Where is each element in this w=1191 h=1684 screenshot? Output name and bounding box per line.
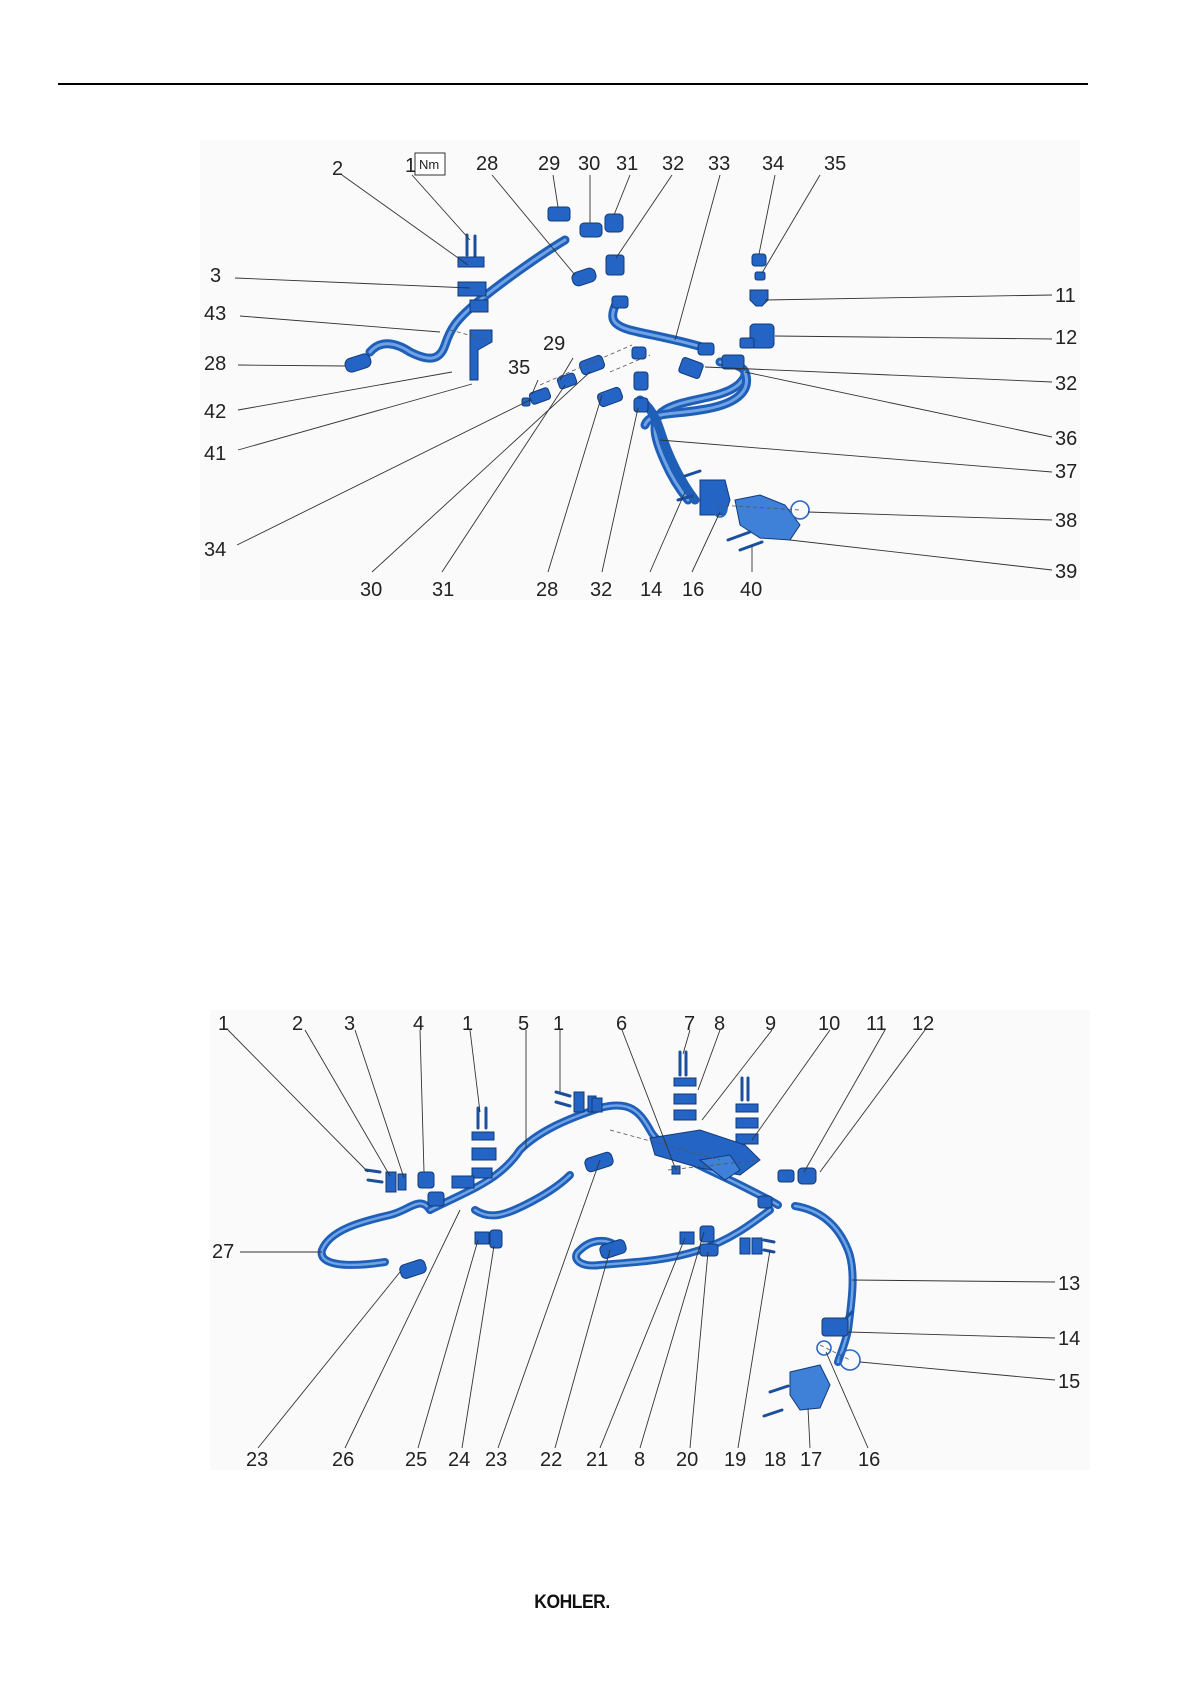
callout-35: 35: [824, 153, 846, 175]
callout-32: 32: [662, 153, 684, 175]
leaders-top: [234, 174, 1053, 573]
callout-16: 16: [858, 1449, 880, 1471]
pipe-assembly-bottom: [317, 1101, 857, 1366]
callout-17: 17: [800, 1449, 822, 1471]
callout-23: 23: [485, 1449, 507, 1471]
callout-8: 8: [634, 1449, 645, 1471]
callout-28: 28: [204, 353, 226, 375]
kohler-logo: KOHLER.: [534, 1592, 610, 1613]
callout-27: 27: [212, 1241, 234, 1263]
diagram-top: Nm: [200, 140, 1080, 601]
callout-40: 40: [740, 579, 762, 601]
callout-11: 11: [866, 1013, 887, 1035]
callout-2: 2: [292, 1013, 303, 1035]
leaders-bottom: [227, 1029, 1056, 1449]
callout-23: 23: [246, 1449, 268, 1471]
callout-12: 12: [912, 1013, 934, 1035]
callouts-top: 2 1 28 29 30 31 32 33 34 35 3 43 28 42 4…: [204, 153, 1077, 601]
callout-5: 5: [518, 1013, 529, 1035]
callout-25: 25: [405, 1449, 427, 1471]
callout-39: 39: [1055, 561, 1077, 583]
header-rule: [58, 83, 1088, 85]
callout-1: 1: [405, 155, 416, 177]
callout-18: 18: [764, 1449, 786, 1471]
callout-30: 30: [360, 579, 382, 601]
callout-20: 20: [676, 1449, 698, 1471]
callout-11: 11: [1055, 285, 1076, 307]
callout-1: 1: [218, 1013, 229, 1035]
callout-37: 37: [1055, 461, 1077, 483]
callout-29: 29: [543, 333, 565, 355]
callout-22: 22: [540, 1449, 562, 1471]
components-bottom: [364, 1050, 861, 1418]
callout-10: 10: [818, 1013, 840, 1035]
callout-1: 1: [462, 1013, 473, 1035]
callout-13: 13: [1058, 1273, 1080, 1295]
callout-28: 28: [476, 153, 498, 175]
callout-2: 2: [332, 158, 343, 180]
callout-19: 19: [724, 1449, 746, 1471]
callout-21: 21: [586, 1449, 608, 1471]
callout-42: 42: [204, 401, 226, 423]
components-top: [344, 206, 810, 552]
callout-14: 14: [1058, 1328, 1080, 1350]
callout-35: 35: [508, 357, 530, 379]
callout-16: 16: [682, 579, 704, 601]
callout-31: 31: [616, 153, 638, 175]
callout-7: 7: [684, 1013, 695, 1035]
callout-15: 15: [1058, 1371, 1080, 1393]
callout-38: 38: [1055, 510, 1077, 532]
callout-14: 14: [640, 579, 662, 601]
torque-symbol: Nm: [414, 152, 446, 176]
torque-symbol-text: Nm: [419, 157, 439, 172]
callout-32: 32: [590, 579, 612, 601]
callout-36: 36: [1055, 428, 1077, 450]
callout-4: 4: [413, 1013, 424, 1035]
callout-8: 8: [714, 1013, 725, 1035]
callout-30: 30: [578, 153, 600, 175]
callout-31: 31: [432, 579, 454, 601]
callout-28: 28: [536, 579, 558, 601]
callout-34: 34: [204, 539, 226, 561]
callout-32: 32: [1055, 373, 1077, 395]
callout-26: 26: [332, 1449, 354, 1471]
callout-33: 33: [708, 153, 730, 175]
callout-43: 43: [204, 303, 226, 325]
callout-34: 34: [762, 153, 784, 175]
callout-1: 1: [553, 1013, 564, 1035]
diagram-bottom: 1 2 3 4 1 5 1 6 7 8 9 10 11 12 27 13 14 …: [210, 1010, 1090, 1471]
callout-24: 24: [448, 1449, 470, 1471]
callout-41: 41: [204, 443, 226, 465]
callout-9: 9: [765, 1013, 776, 1035]
callout-12: 12: [1055, 327, 1077, 349]
callout-3: 3: [210, 265, 221, 287]
callouts-bottom: 1 2 3 4 1 5 1 6 7 8 9 10 11 12 27 13 14 …: [212, 1013, 1080, 1471]
callout-6: 6: [616, 1013, 627, 1035]
callout-3: 3: [344, 1013, 355, 1035]
callout-29: 29: [538, 153, 560, 175]
